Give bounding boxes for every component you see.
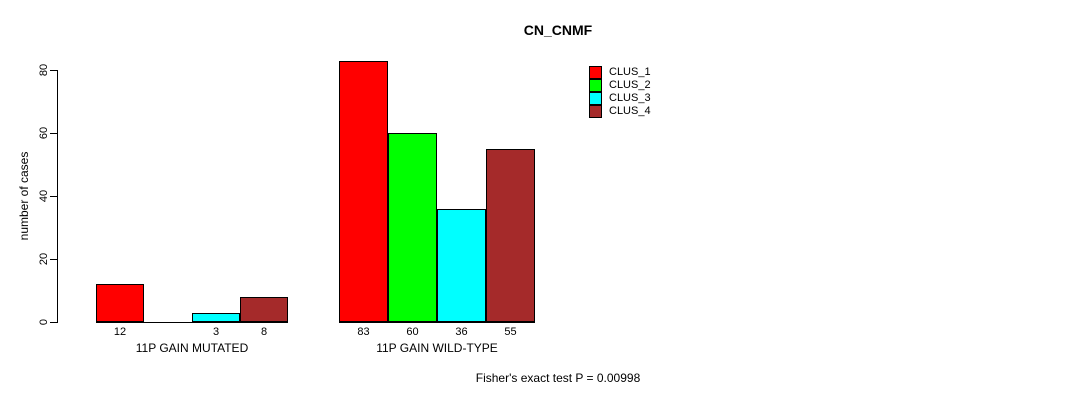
y-axis-line xyxy=(57,70,58,323)
legend-swatch-clus_3 xyxy=(589,92,602,105)
bar-value-label: 12 xyxy=(113,326,127,338)
chart-title: CN_CNMF xyxy=(523,22,593,38)
bar-clus_1 xyxy=(339,61,388,322)
legend-label: CLUS_2 xyxy=(609,79,651,91)
legend-item-clus_4: CLUS_4 xyxy=(589,105,651,118)
bar-clus_4 xyxy=(486,149,535,322)
legend-item-clus_2: CLUS_2 xyxy=(589,79,651,92)
group-baseline xyxy=(339,322,535,323)
legend-label: CLUS_3 xyxy=(609,92,651,104)
x-group-label-wild-type: 11P GAIN WILD-TYPE xyxy=(376,341,498,355)
bar-value-label: 36 xyxy=(455,326,468,338)
bar-value-label: 3 xyxy=(212,326,220,338)
y-tick xyxy=(50,196,57,197)
bar-clus_3 xyxy=(437,209,486,322)
legend-item-clus_1: CLUS_1 xyxy=(589,66,651,79)
bar-clus_2 xyxy=(388,133,437,322)
y-tick-label: 80 xyxy=(38,63,50,77)
legend-swatch-clus_2 xyxy=(589,79,602,92)
bar-clus_1 xyxy=(96,284,144,322)
fisher-test-annotation: Fisher's exact test P = 0.00998 xyxy=(475,371,641,385)
legend-label: CLUS_1 xyxy=(609,66,651,78)
bar-value-label: 83 xyxy=(357,326,370,338)
bar-value-label: 60 xyxy=(406,326,419,338)
y-tick-label: 60 xyxy=(38,126,50,140)
bar-clus_3 xyxy=(192,313,240,322)
legend-swatch-clus_4 xyxy=(589,105,602,118)
y-tick-label: 40 xyxy=(38,189,50,203)
y-tick xyxy=(50,70,57,71)
y-tick xyxy=(50,133,57,134)
legend-label: CLUS_4 xyxy=(609,105,651,117)
legend-swatch-clus_1 xyxy=(589,66,602,79)
bar-clus_4 xyxy=(240,297,288,322)
y-tick-label: 0 xyxy=(38,318,50,326)
y-tick xyxy=(50,322,57,323)
x-group-label-mutated: 11P GAIN MUTATED xyxy=(135,341,249,355)
legend-item-clus_3: CLUS_3 xyxy=(589,92,651,105)
bar-value-label: 55 xyxy=(504,326,517,338)
y-tick xyxy=(50,259,57,260)
bar-value-label: 8 xyxy=(260,326,268,338)
group-baseline xyxy=(96,322,288,323)
y-tick-label: 20 xyxy=(38,252,50,266)
